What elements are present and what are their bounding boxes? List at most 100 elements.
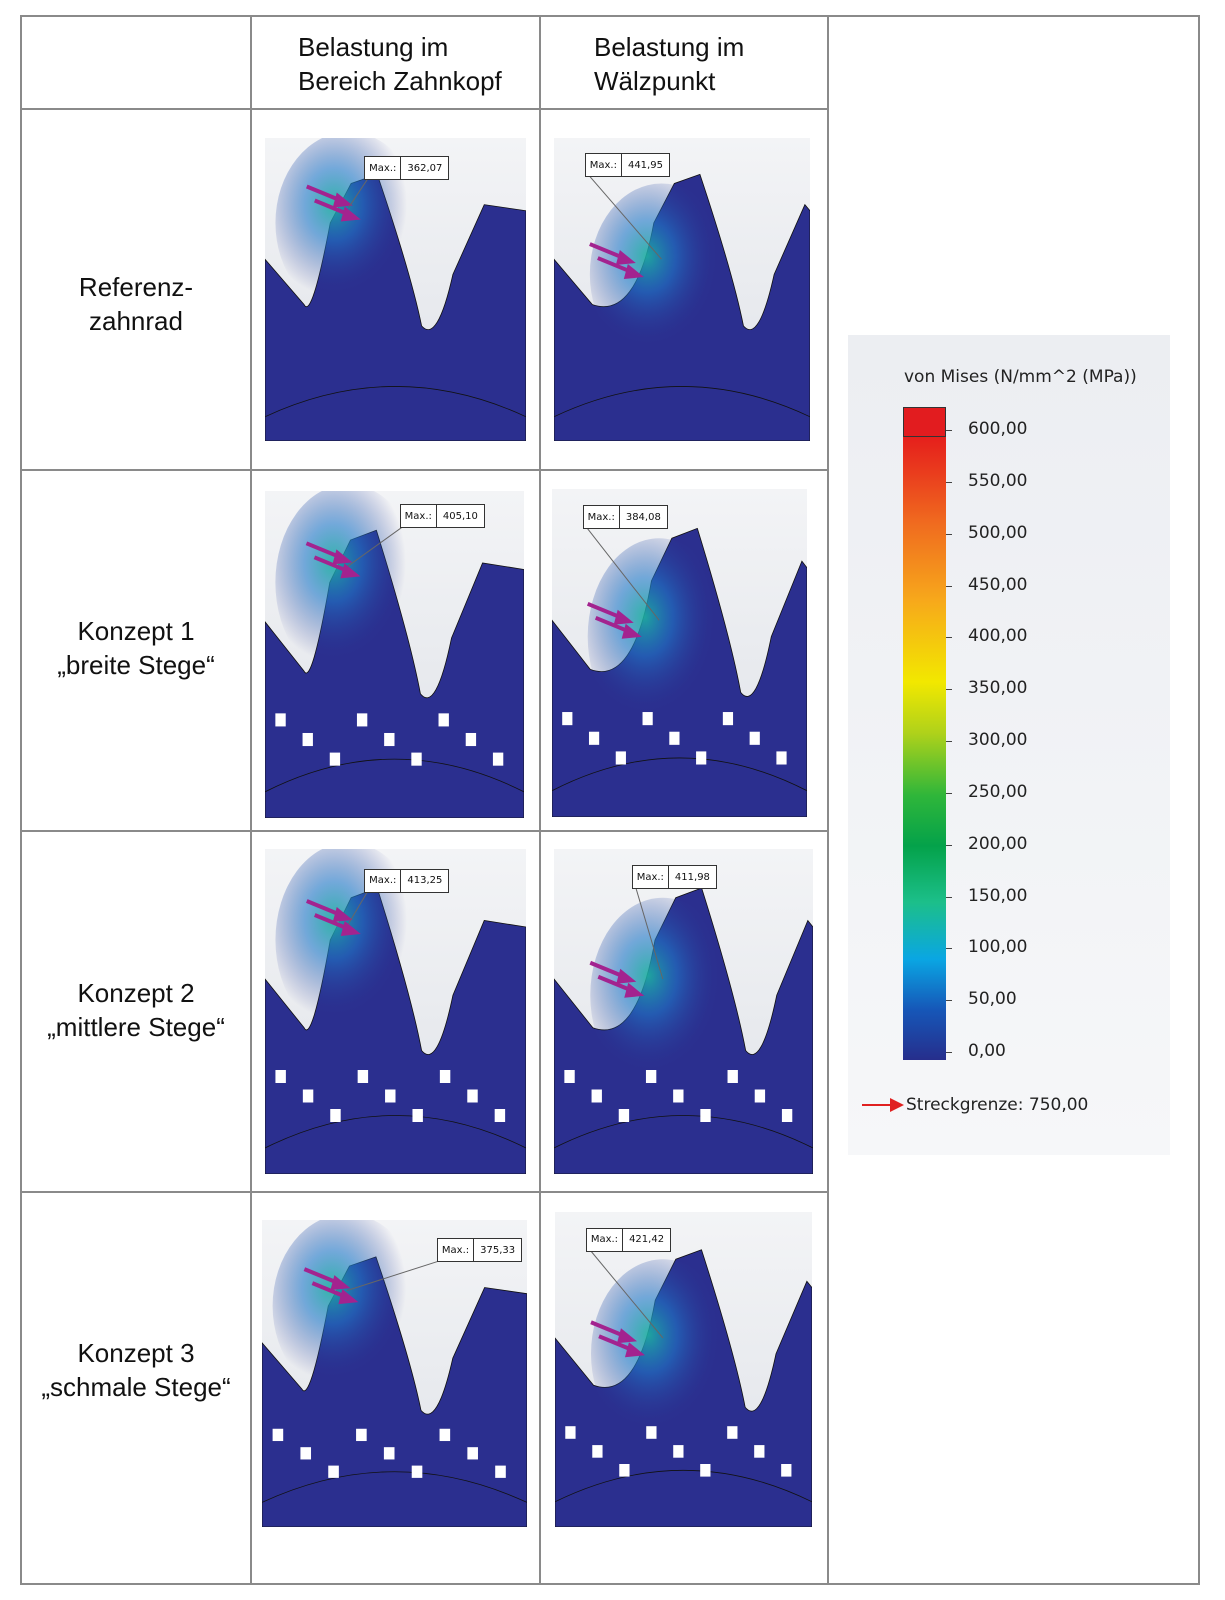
lattice-hole bbox=[696, 751, 707, 765]
header-col1-line1: Belastung im bbox=[298, 32, 449, 62]
row-label-line2: „breite Stege“ bbox=[57, 650, 215, 680]
tick-mark bbox=[946, 741, 952, 742]
max-stress-callout: Max.: 411,98 bbox=[631, 865, 717, 890]
lattice-hole bbox=[465, 732, 477, 747]
tick-mark bbox=[946, 948, 952, 950]
load-arrow-icon bbox=[589, 242, 636, 266]
red-arrow-icon bbox=[862, 1098, 904, 1112]
callout-key: Max.: bbox=[438, 1239, 475, 1262]
row-label-concept2: Konzept 2 „mittlere Stege“ bbox=[22, 976, 250, 1044]
fem-image-reference-kopf: Max.: 362,07 bbox=[265, 138, 526, 441]
lattice-hole bbox=[700, 1109, 711, 1122]
row-label-concept3: Konzept 3 „schmale Stege“ bbox=[22, 1336, 250, 1404]
lattice-hole bbox=[615, 751, 626, 765]
callout-value: 384,08 bbox=[625, 511, 661, 523]
lattice-hole bbox=[467, 1089, 478, 1103]
load-arrow-icon bbox=[586, 601, 634, 625]
color-scale-max-box bbox=[903, 407, 946, 437]
color-scale-bar bbox=[903, 430, 946, 1060]
row-label-line1: Konzept 3 bbox=[77, 1338, 195, 1368]
lattice-hole bbox=[300, 1447, 312, 1460]
callout-value: 441,95 bbox=[627, 159, 663, 171]
tick-label: 250,00 bbox=[968, 781, 1028, 802]
callout-key: Max.: bbox=[365, 869, 402, 892]
load-arrow-icon bbox=[303, 1267, 351, 1291]
load-arrow-icon bbox=[305, 184, 353, 208]
tick-mark bbox=[946, 481, 952, 483]
header-col2: Belastung im Wälzpunkt bbox=[594, 30, 744, 98]
lattice-hole bbox=[356, 1428, 367, 1442]
lattice-hole bbox=[272, 1428, 284, 1442]
fem-image-concept1-kopf: Max.: 405,10 bbox=[265, 491, 524, 818]
callout-value: 421,42 bbox=[629, 1234, 665, 1246]
tick-label: 100,00 bbox=[968, 937, 1028, 958]
tick-label: 150,00 bbox=[968, 885, 1028, 906]
lattice-hole bbox=[591, 1089, 602, 1103]
legend-title: von Mises (N/mm^2 (MPa)) bbox=[904, 367, 1137, 387]
fem-image-concept2-waelz: Max.: 411,98 bbox=[554, 849, 813, 1174]
lattice-hole bbox=[411, 1465, 423, 1478]
row-label-concept1: Konzept 1 „breite Stege“ bbox=[22, 614, 250, 682]
callout-key: Max.: bbox=[365, 157, 402, 180]
lattice-hole bbox=[383, 1447, 395, 1460]
load-arrow-icon bbox=[597, 974, 645, 998]
lattice-hole bbox=[275, 713, 286, 727]
lattice-hole bbox=[564, 1070, 575, 1083]
lattice-hole bbox=[588, 731, 600, 745]
callout-key: Max.: bbox=[587, 1228, 624, 1251]
max-stress-callout: Max.: 384,08 bbox=[582, 505, 668, 530]
load-arrow-icon bbox=[597, 256, 644, 280]
stress-hotspot bbox=[589, 183, 734, 366]
lattice-hole bbox=[385, 1089, 396, 1103]
load-arrow-icon bbox=[313, 913, 361, 936]
lattice-hole bbox=[781, 1464, 792, 1477]
lattice-hole bbox=[439, 1428, 451, 1442]
stress-hotspot bbox=[275, 849, 422, 1038]
max-stress-callout: Max.: 441,95 bbox=[584, 153, 670, 178]
load-arrow-icon bbox=[311, 1281, 359, 1305]
lattice-hole bbox=[592, 1445, 603, 1458]
lattice-hole bbox=[727, 1426, 738, 1439]
tick-mark bbox=[946, 792, 952, 794]
row-label-line2: „schmale Stege“ bbox=[41, 1372, 231, 1402]
results-table bbox=[20, 15, 1200, 1585]
lattice-hole bbox=[673, 1089, 684, 1103]
load-arrow-icon bbox=[598, 1334, 645, 1358]
lattice-hole bbox=[492, 752, 504, 766]
max-stress-callout: Max.: 421,42 bbox=[585, 1227, 672, 1252]
lattice-hole bbox=[700, 1464, 711, 1477]
tick-mark bbox=[946, 689, 952, 691]
lattice-hole bbox=[302, 1089, 314, 1103]
lattice-hole bbox=[328, 1465, 339, 1478]
lattice-hole bbox=[411, 752, 422, 766]
lattice-hole bbox=[494, 1109, 506, 1122]
callout-value: 405,10 bbox=[442, 510, 478, 522]
stress-hotspot bbox=[275, 138, 422, 314]
lattice-hole bbox=[467, 1447, 478, 1460]
lattice-hole bbox=[618, 1109, 630, 1122]
stress-hotspot bbox=[590, 1259, 735, 1449]
load-arrow-icon bbox=[305, 541, 353, 565]
row-label-line1: Konzept 1 bbox=[77, 616, 195, 646]
stress-legend: von Mises (N/mm^2 (MPa)) 600,00 550,00 500… bbox=[848, 335, 1170, 1155]
tick-label: 200,00 bbox=[968, 833, 1028, 854]
lattice-hole bbox=[357, 1070, 369, 1083]
stress-hotspot bbox=[272, 1220, 421, 1399]
header-col1-line2: Bereich Zahnkopf bbox=[298, 66, 502, 96]
tick-label: 50,00 bbox=[968, 989, 1017, 1010]
max-stress-callout: Max.: 413,25 bbox=[364, 868, 450, 893]
callout-value: 375,33 bbox=[480, 1244, 516, 1256]
tick-label: 400,00 bbox=[968, 626, 1028, 647]
callout-key: Max.: bbox=[584, 506, 620, 529]
fem-image-concept1-waelz: Max.: 384,08 bbox=[552, 489, 807, 817]
lattice-hole bbox=[727, 1070, 738, 1083]
load-arrow-icon bbox=[590, 1320, 637, 1344]
tick-mark bbox=[946, 637, 952, 639]
lattice-hole bbox=[646, 1426, 657, 1439]
lattice-hole bbox=[562, 712, 573, 726]
lattice-hole bbox=[438, 713, 449, 727]
fem-image-concept3-waelz: Max.: 421,42 bbox=[555, 1212, 812, 1527]
lattice-hole bbox=[645, 1070, 657, 1083]
callout-value: 362,07 bbox=[407, 162, 443, 174]
load-arrow-icon bbox=[589, 960, 637, 984]
